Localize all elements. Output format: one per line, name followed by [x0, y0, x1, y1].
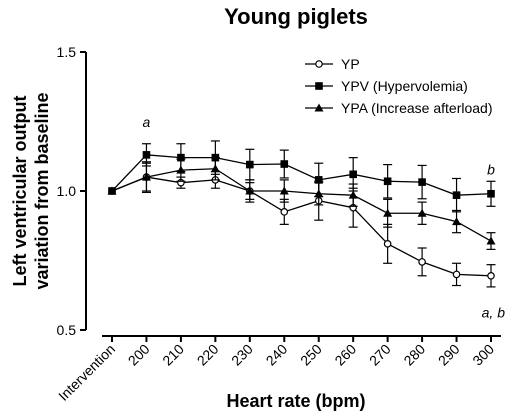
data-point	[383, 240, 392, 248]
data-point	[383, 208, 393, 217]
x-tick-label: 270	[366, 341, 394, 369]
data-point	[141, 172, 151, 181]
data-point	[349, 170, 357, 179]
y-axis-title: Left ventricular output variation from ba…	[10, 92, 52, 289]
series-0	[108, 162, 496, 288]
legend: YP YPV (Hypervolemia) YPA (Increase afterl…	[305, 56, 492, 116]
data-point	[142, 151, 151, 159]
data-point	[176, 165, 186, 174]
data-point	[210, 164, 220, 173]
y-tick-label: 0.5	[57, 322, 77, 338]
series-line	[111, 168, 492, 242]
data-point	[418, 178, 426, 186]
x-tick-label: 220	[194, 341, 222, 369]
data-point	[417, 208, 427, 217]
data-point	[383, 177, 392, 186]
y-axis-title-line: Left ventricular output	[10, 95, 30, 286]
data-point	[418, 258, 426, 266]
x-tick-label: Intervention	[55, 341, 118, 404]
x-tick-label: 280	[400, 341, 428, 369]
x-tick-label: 240	[263, 341, 291, 369]
x-tick-label: 200	[125, 341, 153, 369]
series-1	[108, 140, 496, 213]
annotation: b	[487, 161, 495, 177]
y-axis-title-line: variation from baseline	[32, 92, 52, 289]
x-tick-label: 300	[469, 341, 497, 369]
x-tick-label: 210	[159, 341, 187, 369]
y-tick-label: 1.0	[57, 183, 77, 199]
series-line	[111, 176, 492, 277]
data-point	[279, 186, 289, 195]
data-point	[487, 189, 495, 198]
data-point	[107, 186, 117, 195]
data-point	[314, 189, 324, 198]
annotation: a	[143, 114, 151, 130]
x-tick-label: 260	[331, 341, 359, 369]
data-point	[487, 271, 495, 280]
legend-marker	[314, 103, 324, 112]
plot-area	[107, 140, 496, 288]
y-tick-label: 1.5	[57, 44, 77, 60]
x-axis-title: Heart rate (bpm)	[226, 391, 365, 411]
legend-marker	[315, 60, 323, 68]
legend-label: YPV (Hypervolemia)	[341, 78, 468, 94]
y-axis-title-group: Left ventricular output variation from ba…	[10, 92, 52, 289]
data-point	[245, 186, 255, 195]
x-tick-label: 290	[435, 341, 463, 369]
data-point	[486, 236, 496, 245]
data-point	[348, 190, 358, 199]
legend-label: YPA (Increase afterload)	[341, 100, 492, 116]
data-point	[314, 176, 323, 184]
data-point	[246, 160, 254, 169]
chart-title: Young piglets	[224, 4, 368, 29]
x-tick-label: 230	[228, 341, 256, 369]
data-point	[280, 208, 289, 216]
data-point	[280, 160, 289, 168]
data-point	[452, 191, 461, 199]
x-tick-label: 250	[297, 341, 325, 369]
series-line	[111, 154, 492, 196]
data-point	[177, 153, 185, 162]
data-point	[452, 217, 462, 226]
legend-marker	[315, 82, 323, 90]
annotations: a b a, b	[143, 114, 506, 320]
annotation: a, b	[482, 304, 506, 320]
series-2	[107, 157, 496, 250]
legend-label: YP	[341, 56, 360, 72]
data-point	[452, 270, 461, 279]
